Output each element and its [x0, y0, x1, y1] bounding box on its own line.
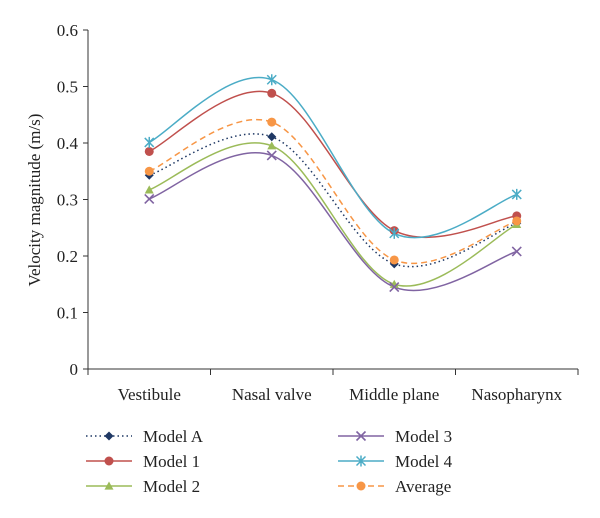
y-tick-label: 0.3	[57, 191, 78, 210]
data-point-model-4-middle-plane	[389, 227, 400, 239]
axes: 0 0.1 0.2 0.3 0.4 0.5 0.6 Vestibule Nasal valve M…	[57, 21, 579, 404]
data-point-model-2-vestibule	[144, 185, 154, 194]
legend-marker-model-1	[104, 456, 114, 466]
legend-marker-average	[356, 481, 366, 491]
y-tick-label: 0.6	[57, 21, 78, 40]
data-point-average-nasal-valve	[267, 117, 277, 127]
data-point-model-4-vestibule	[144, 136, 155, 148]
y-tick-label: 0.4	[57, 134, 79, 153]
legend-marker-model-4	[355, 455, 367, 467]
series-line-model-3	[148, 152, 517, 292]
y-tick-label: 0.1	[57, 304, 78, 323]
data-point-model-4-nasal-valve	[266, 74, 277, 86]
data-point-average-middle-plane	[389, 255, 399, 265]
data-point-model-1-nasal-valve	[267, 88, 277, 98]
legend-label-model-2: Model 2	[143, 477, 200, 496]
legend-label-model-a: Model A	[143, 427, 204, 446]
y-axis-title: Velocity magnitude (m/s)	[25, 114, 44, 287]
data-point-model-3-middle-plane	[389, 282, 400, 293]
data-point-model-3-vestibule	[144, 193, 155, 205]
legend-label-model-4: Model 4	[395, 452, 453, 471]
data-point-model-a-nasal-valve	[267, 132, 277, 142]
x-tick-label-vestibule: Vestibule	[118, 385, 181, 404]
legend-marker-model-3	[355, 430, 367, 442]
legend: Model A Model 1 Model 2 Model 3 Model 4 Avera…	[86, 427, 453, 496]
x-tick-label-middle-plane: Middle plane	[349, 385, 439, 404]
data-point-average-vestibule	[144, 166, 154, 176]
y-tick-label: 0.2	[57, 247, 78, 266]
series-line-model-a	[149, 133, 517, 268]
series-line-model-2	[148, 142, 518, 287]
series-line-model-1	[148, 90, 517, 239]
data-point-model-3-nasopharynx	[511, 246, 522, 257]
series-line-average	[148, 119, 517, 265]
series-lines	[148, 76, 518, 292]
data-point-average-nasopharynx	[512, 216, 522, 226]
data-point-model-3-nasal-valve	[266, 150, 277, 161]
series-line-model-4	[148, 76, 517, 239]
data-point-model-2-nasal-valve	[267, 141, 277, 150]
x-tick-label-nasal-valve: Nasal valve	[232, 385, 312, 404]
data-point-model-1-vestibule	[144, 146, 154, 156]
legend-marker-model-2	[104, 481, 114, 490]
data-point-model-4-nasopharynx	[511, 188, 522, 200]
legend-label-average: Average	[395, 477, 451, 496]
legend-marker-model-a	[104, 431, 114, 441]
legend-label-model-1: Model 1	[143, 452, 200, 471]
series-markers	[144, 74, 522, 293]
y-tick-label: 0.5	[57, 78, 78, 97]
legend-label-model-3: Model 3	[395, 427, 452, 446]
x-tick-label-nasopharynx: Nasopharynx	[471, 385, 562, 404]
y-tick-label: 0	[70, 360, 79, 379]
